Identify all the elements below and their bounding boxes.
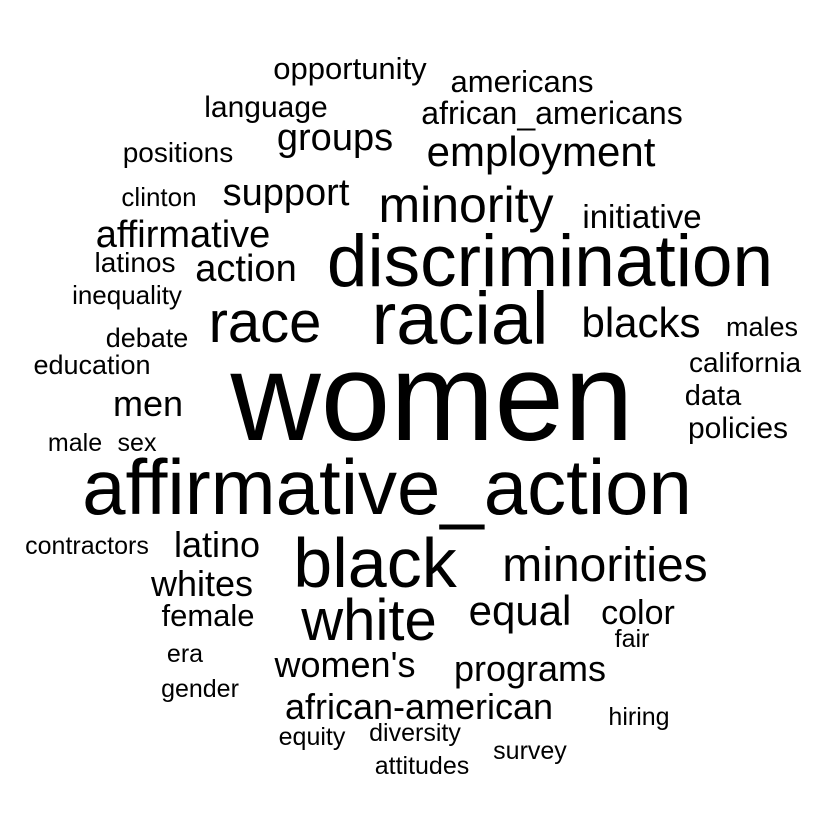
word-diversity: diversity	[369, 719, 461, 747]
word-women-s: women's	[274, 644, 416, 685]
word-contractors: contractors	[25, 532, 149, 560]
word-affirmative: affirmative	[96, 214, 271, 256]
word-initiative: initiative	[582, 198, 701, 235]
word-debate: debate	[106, 323, 189, 353]
word-hiring: hiring	[608, 703, 669, 731]
word-black: black	[293, 524, 457, 602]
word-african-american: african-american	[285, 686, 553, 727]
word-americans: americans	[451, 64, 594, 99]
word-groups: groups	[277, 117, 393, 159]
word-male: male	[48, 429, 102, 457]
word-data: data	[685, 380, 742, 412]
word-latinos: latinos	[95, 247, 176, 278]
word-opportunity: opportunity	[273, 51, 427, 86]
word-minority: minority	[378, 177, 553, 233]
word-discrimination: discrimination	[327, 221, 773, 302]
word-california: california	[689, 347, 801, 378]
word-survey: survey	[493, 737, 567, 765]
word-sex: sex	[118, 429, 157, 457]
word-clinton: clinton	[121, 182, 196, 212]
word-white: white	[300, 588, 436, 653]
word-race: race	[209, 290, 322, 355]
word-fair: fair	[615, 625, 650, 653]
word-action: action	[195, 248, 296, 290]
word-inequality: inequality	[72, 280, 182, 310]
word-color: color	[601, 594, 675, 632]
word-latino: latino	[174, 524, 260, 565]
word-positions: positions	[123, 137, 234, 168]
word-language: language	[204, 91, 327, 124]
word-attitudes: attitudes	[375, 752, 470, 780]
word-programs: programs	[454, 648, 606, 689]
word-education: education	[33, 350, 150, 380]
word-african-americans: african_americans	[421, 95, 682, 131]
word-blacks: blacks	[581, 299, 700, 346]
word-policies: policies	[688, 412, 788, 445]
word-men: men	[113, 383, 183, 424]
word-males: males	[726, 312, 798, 342]
word-minorities: minorities	[502, 539, 707, 592]
word-affirmative-action: affirmative_action	[82, 443, 692, 531]
word-equal: equal	[469, 587, 572, 634]
word-equity: equity	[279, 723, 346, 751]
word-support: support	[223, 172, 350, 214]
word-gender: gender	[161, 675, 239, 703]
word-female: female	[161, 598, 254, 633]
word-employment: employment	[427, 128, 656, 175]
word-racial: racial	[372, 277, 549, 360]
word-whites: whites	[150, 563, 253, 604]
word-women: women	[230, 328, 634, 467]
word-era: era	[167, 640, 203, 668]
